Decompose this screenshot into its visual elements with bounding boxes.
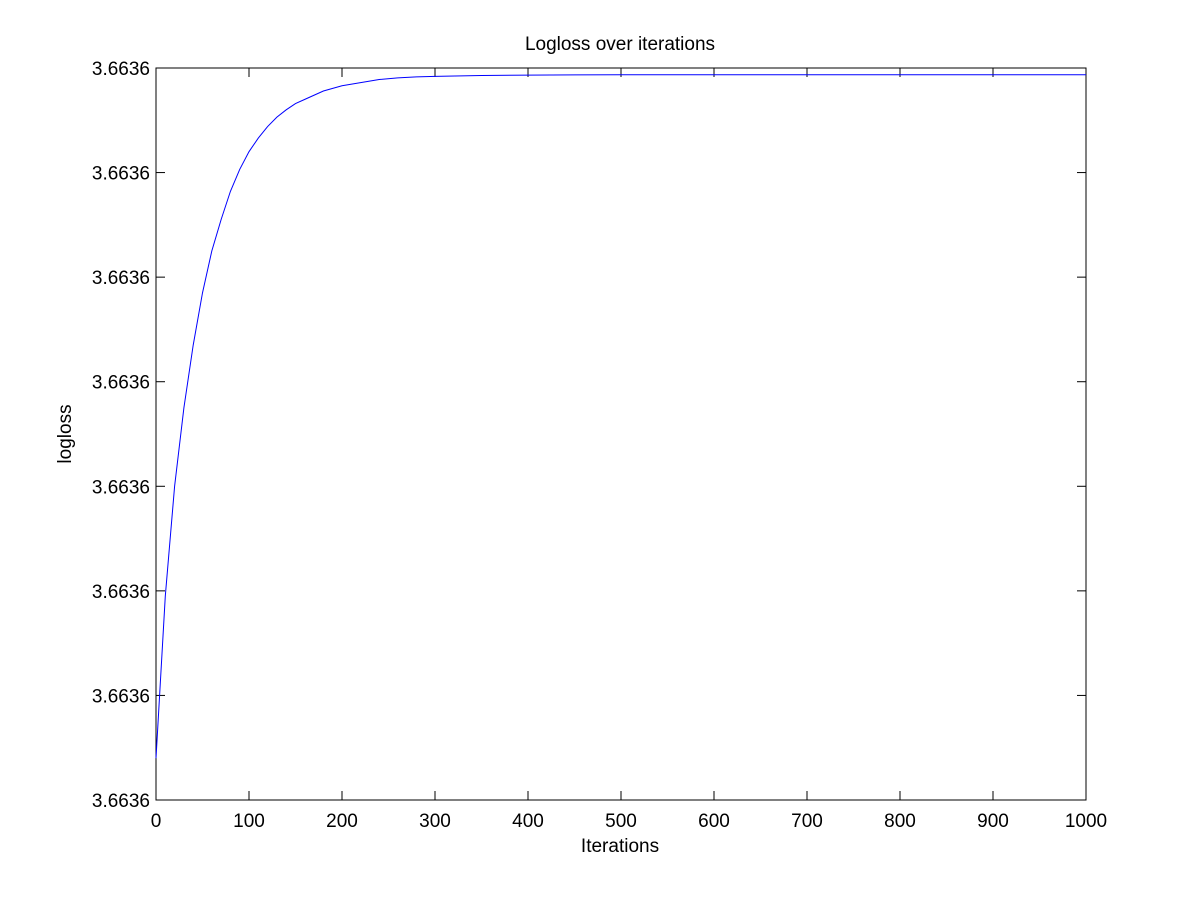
x-tick-label: 300 [419, 811, 451, 832]
x-tick-label: 600 [698, 811, 730, 832]
y-tick-label: 3.6636 [92, 373, 150, 394]
y-axis-label: logloss [55, 404, 76, 463]
x-tick-label: 700 [791, 811, 823, 832]
x-tick-label: 200 [326, 811, 358, 832]
x-tick-label: 900 [977, 811, 1009, 832]
y-tick-label: 3.6636 [92, 268, 150, 289]
x-tick-label: 100 [233, 811, 265, 832]
y-tick-label: 3.6636 [92, 582, 150, 603]
x-tick-label: 400 [512, 811, 544, 832]
y-tick-label: 3.6636 [92, 59, 150, 80]
x-axis-ticks: 0 100 200 300 400 500 600 700 800 900 1000 [151, 68, 1107, 832]
y-tick-label: 3.6636 [92, 686, 150, 707]
x-tick-label: 0 [151, 811, 162, 832]
x-tick-label: 1000 [1065, 811, 1107, 832]
logloss-line [155, 74, 1086, 759]
x-tick-label: 800 [884, 811, 916, 832]
x-tick-label: 500 [605, 811, 637, 832]
x-axis-label: Iterations [581, 836, 659, 857]
chart-title: Logloss over iterations [525, 34, 715, 55]
y-axis-ticks: 3.6636 3.6636 3.6636 3.6636 3.6636 3.6636 3.66… [92, 59, 1086, 812]
y-tick-label: 3.6636 [92, 791, 150, 812]
y-tick-label: 3.6636 [92, 164, 150, 185]
series-layer [155, 74, 1086, 759]
y-tick-label: 3.6636 [92, 477, 150, 498]
plot-area-frame [155, 67, 1087, 801]
